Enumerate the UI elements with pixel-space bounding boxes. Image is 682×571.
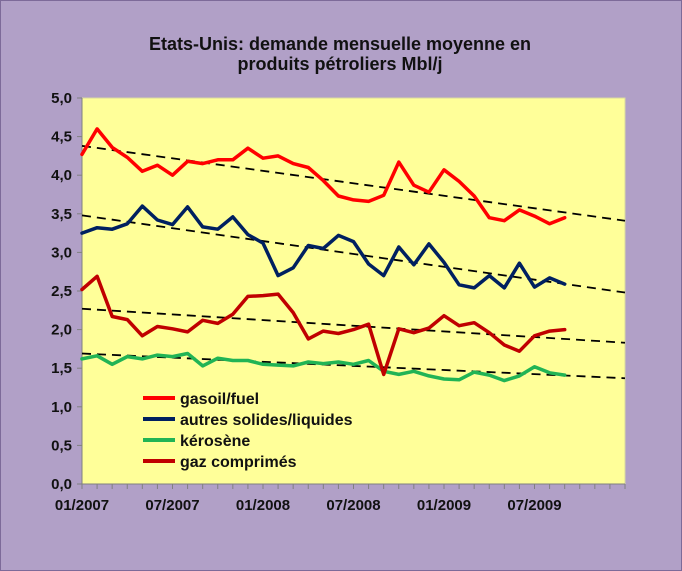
legend-label: gasoil/fuel — [180, 391, 259, 408]
legend-label: gaz comprimés — [180, 454, 297, 471]
y-tick-label: 1,0 — [51, 399, 72, 416]
series-line — [80, 351, 567, 383]
legend-label: kérosène — [180, 433, 250, 450]
y-tick-label: 2,0 — [51, 322, 72, 339]
axes: 0,0 0,5 1,0 1,5 2,0 2,5 3,0 3,5 4,0 4,5 5,0 01/2007… — [51, 90, 626, 514]
series-line — [80, 274, 567, 377]
series-lines — [80, 127, 567, 383]
x-tick-label: 07/2007 — [145, 497, 199, 514]
x-tick-label: 07/2008 — [326, 497, 380, 514]
y-tick-label: 4,5 — [51, 129, 72, 146]
legend-label: autres solides/liquides — [180, 412, 353, 429]
x-tick-label: 01/2008 — [236, 497, 290, 514]
y-tick-label: 0,0 — [51, 476, 72, 493]
x-tick-label: 01/2009 — [417, 497, 471, 514]
y-tick-label: 3,0 — [51, 244, 72, 261]
y-tick-label: 2,5 — [51, 283, 72, 300]
chart-title-line1: Etats-Unis: demande mensuelle moyenne en — [148, 34, 532, 54]
plot-area — [81, 97, 626, 485]
y-tick-label: 0,5 — [51, 437, 72, 454]
legend: gasoil/fuel autres solides/liquides kérosè… — [143, 391, 353, 471]
y-tick-label: 4,0 — [51, 167, 72, 184]
series-line — [80, 204, 567, 290]
x-tick-label: 01/2007 — [55, 497, 109, 514]
trendline — [81, 214, 626, 294]
chart-title-line2: produits pétroliers Mbl/j — [237, 54, 443, 74]
series-line — [80, 127, 567, 226]
y-tick-label: 1,5 — [51, 360, 72, 377]
y-tick-label: 5,0 — [51, 90, 72, 107]
trendline — [81, 144, 626, 222]
y-tick-label: 3,5 — [51, 206, 72, 223]
x-tick-label: 07/2009 — [507, 497, 561, 514]
